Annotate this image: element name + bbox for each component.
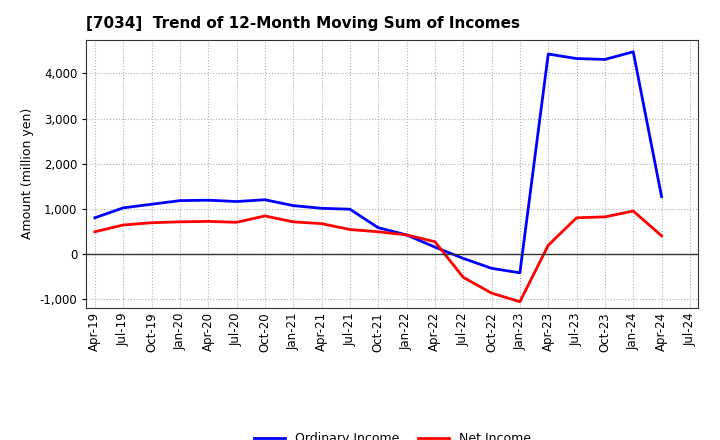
Net Income — [261, 213, 269, 219]
Net Income — [459, 275, 467, 280]
Ordinary Income — [176, 198, 184, 203]
Ordinary Income — [516, 270, 524, 275]
Ordinary Income — [119, 205, 127, 210]
Net Income — [431, 239, 439, 244]
Legend: Ordinary Income, Net Income: Ordinary Income, Net Income — [248, 427, 536, 440]
Net Income — [318, 221, 326, 226]
Net Income — [402, 232, 411, 238]
Net Income — [600, 214, 609, 220]
Net Income — [629, 209, 637, 214]
Net Income — [233, 220, 241, 225]
Ordinary Income — [572, 56, 581, 61]
Ordinary Income — [289, 203, 297, 208]
Net Income — [289, 219, 297, 224]
Ordinary Income — [431, 245, 439, 250]
Net Income — [516, 299, 524, 304]
Line: Ordinary Income: Ordinary Income — [95, 52, 662, 273]
Net Income — [657, 233, 666, 238]
Net Income — [204, 219, 212, 224]
Text: [7034]  Trend of 12-Month Moving Sum of Incomes: [7034] Trend of 12-Month Moving Sum of I… — [86, 16, 521, 32]
Ordinary Income — [374, 225, 382, 231]
Line: Net Income: Net Income — [95, 211, 662, 302]
Ordinary Income — [402, 232, 411, 238]
Ordinary Income — [204, 198, 212, 203]
Net Income — [374, 229, 382, 235]
Ordinary Income — [346, 206, 354, 212]
Net Income — [487, 290, 496, 296]
Net Income — [572, 215, 581, 220]
Net Income — [176, 219, 184, 224]
Ordinary Income — [487, 266, 496, 271]
Ordinary Income — [544, 51, 552, 57]
Net Income — [148, 220, 156, 225]
Net Income — [119, 222, 127, 227]
Net Income — [544, 242, 552, 248]
Ordinary Income — [657, 194, 666, 199]
Y-axis label: Amount (million yen): Amount (million yen) — [21, 108, 34, 239]
Ordinary Income — [148, 202, 156, 207]
Net Income — [346, 227, 354, 232]
Ordinary Income — [459, 256, 467, 261]
Ordinary Income — [233, 199, 241, 204]
Ordinary Income — [91, 215, 99, 220]
Ordinary Income — [261, 197, 269, 202]
Net Income — [91, 229, 99, 235]
Ordinary Income — [629, 49, 637, 55]
Ordinary Income — [318, 205, 326, 211]
Ordinary Income — [600, 57, 609, 62]
